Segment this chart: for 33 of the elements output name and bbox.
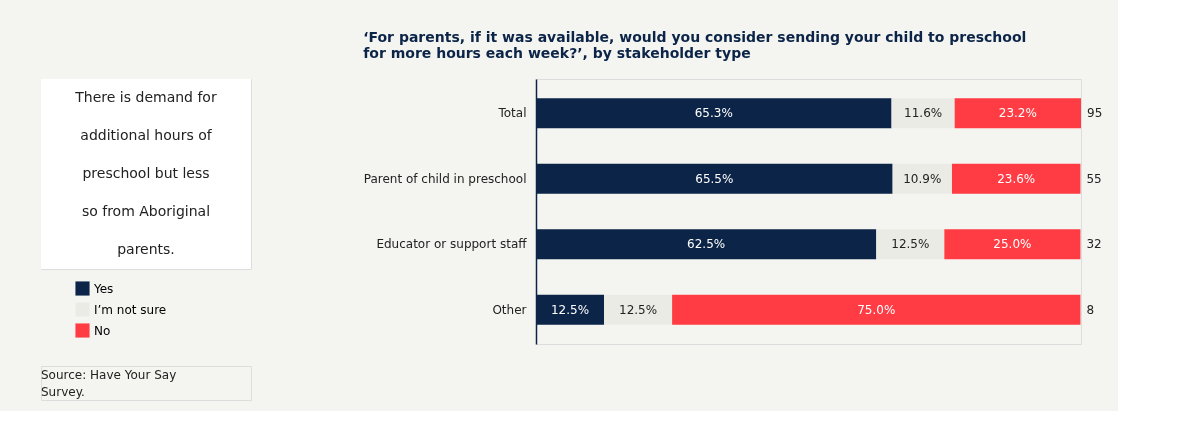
data-label: 62.5% xyxy=(687,237,726,252)
bar xyxy=(876,229,945,260)
text: 8 xyxy=(1086,302,1095,317)
y-tick-label: Total xyxy=(497,106,527,121)
bar xyxy=(672,294,1081,325)
data-label: 11.6% xyxy=(904,106,943,121)
y-tick-label: Educator or support staff xyxy=(376,237,528,252)
legend-label: I’m not sure xyxy=(94,302,167,317)
y-tick-label: Other xyxy=(492,302,527,317)
data-label: 23.2% xyxy=(998,106,1037,121)
text: 32 xyxy=(1086,237,1102,252)
source-note: Source: Have Your Say Survey. xyxy=(41,367,177,399)
text: 55 xyxy=(1086,171,1102,186)
bar xyxy=(954,98,1081,129)
text: 95 xyxy=(1087,106,1103,121)
data-label: 25.0% xyxy=(993,237,1032,252)
data-label: 10.9% xyxy=(903,171,942,186)
bar xyxy=(891,98,955,129)
text: There is demand for additional hours of preschool but less so from Aboriginal parents. xyxy=(75,89,217,257)
data-label: 12.5% xyxy=(891,237,930,252)
data-label: 12.5% xyxy=(550,302,590,317)
chart-title: ‘For parents, if it was available, would you consider sending your child to preschool for more hours each week?’, by stakeholder type xyxy=(363,29,1027,61)
legend-label: Yes xyxy=(93,281,114,296)
data-label: 65.3% xyxy=(694,106,733,121)
y-tick-label: Parent of child in preschool xyxy=(363,171,527,186)
bar xyxy=(951,163,1081,194)
data-label: 23.6% xyxy=(997,171,1036,186)
legend-label: No xyxy=(94,323,111,338)
data-label: 12.5% xyxy=(619,302,658,317)
data-label: 65.5% xyxy=(695,171,734,186)
bar xyxy=(944,229,1081,260)
data-label: 75.0% xyxy=(857,302,896,317)
bar xyxy=(604,294,673,325)
